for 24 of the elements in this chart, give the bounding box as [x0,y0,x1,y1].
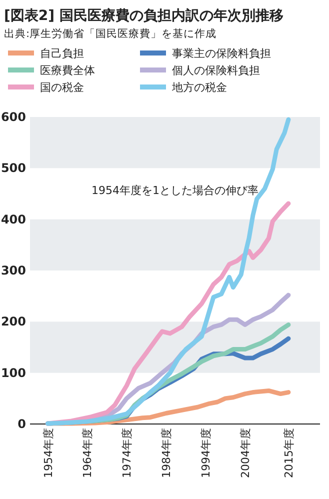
x-tick-label: 2004年度 [239,428,252,478]
y-tick-label: 600 [0,110,26,124]
x-tick-label: 1954年度 [42,428,55,478]
line-series [46,117,291,426]
annotation: 1954年度を1とした場合の伸び率 [92,184,258,197]
legend-label: 自己負担 [40,47,84,60]
y-tick-label: 200 [0,314,26,329]
x-tick-label: 1994年度 [200,428,213,478]
y-tick-label: 100 [0,366,26,380]
legend-label: 事業主の保険料負担 [172,47,271,60]
x-tick-label: 2015年度 [282,428,296,478]
x-tick-label: 1984年度 [160,428,174,478]
chart-subtitle: 出典:厚生労働省「国民医療費」を基に作成 [4,27,217,40]
y-tick-label: 400 [0,212,26,226]
y-tick-label: 0 [18,417,26,431]
y-tick-label: 300 [0,264,26,278]
legend-label: 国の税金 [40,81,84,94]
chart-title: [図表2] 国民医療費の負担内訳の年次別推移 [4,7,284,24]
y-tick-label: 500 [0,161,26,176]
legend-label: 個人の保険料負担 [172,64,260,77]
legend-label: 医療費全体 [40,64,95,77]
legend-label: 地方の税金 [171,81,227,94]
x-tick-label: 1964年度 [81,428,94,478]
x-tick-label: 1974年度 [120,428,134,478]
